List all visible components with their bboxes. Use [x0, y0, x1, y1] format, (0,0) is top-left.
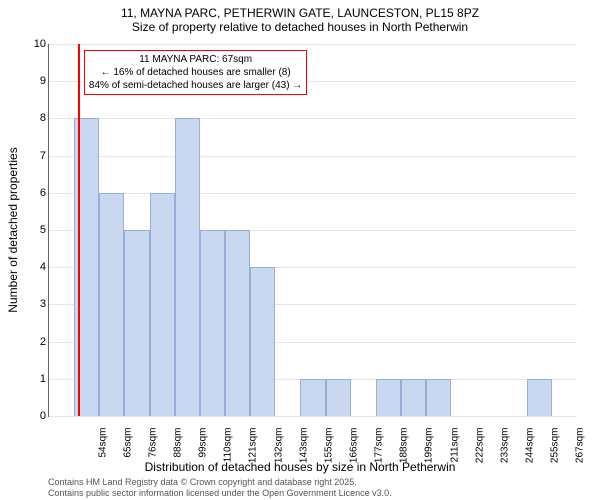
ytick-label: 2 [26, 336, 46, 348]
gridline [49, 44, 577, 45]
ytick-label: 10 [26, 38, 46, 50]
histogram-bar [99, 193, 124, 416]
histogram-bar [175, 118, 200, 416]
ytick-label: 1 [26, 373, 46, 385]
ytick-label: 4 [26, 261, 46, 273]
annotation-line: 11 MAYNA PARC: 67sqm [89, 53, 302, 66]
gridline [49, 416, 577, 417]
gridline [49, 156, 577, 157]
chart-container: 11, MAYNA PARC, PETHERWIN GATE, LAUNCEST… [0, 0, 600, 500]
histogram-bar [376, 379, 401, 416]
histogram-bar [300, 379, 325, 416]
x-axis-label: Distribution of detached houses by size … [0, 460, 600, 474]
annotation-line: 84% of semi-detached houses are larger (… [89, 79, 302, 92]
gridline [49, 193, 577, 194]
histogram-bar [124, 230, 149, 416]
annotation-line: ← 16% of detached houses are smaller (8) [89, 66, 302, 79]
histogram-bar [401, 379, 426, 416]
chart-title-line2: Size of property relative to detached ho… [0, 20, 600, 38]
plot-area: 11 MAYNA PARC: 67sqm← 16% of detached ho… [48, 44, 577, 417]
ytick-label: 3 [26, 298, 46, 310]
ytick-label: 8 [26, 112, 46, 124]
ytick-label: 5 [26, 224, 46, 236]
footer-line2: Contains public sector information licen… [48, 488, 392, 498]
histogram-bar [426, 379, 451, 416]
histogram-bar [150, 193, 175, 416]
annotation-box: 11 MAYNA PARC: 67sqm← 16% of detached ho… [84, 50, 307, 95]
histogram-bar [326, 379, 351, 416]
reference-line [78, 44, 80, 416]
histogram-bar [250, 267, 275, 416]
ytick-label: 7 [26, 150, 46, 162]
ytick-label: 9 [26, 75, 46, 87]
chart-title-line1: 11, MAYNA PARC, PETHERWIN GATE, LAUNCEST… [0, 0, 600, 20]
footer-line1: Contains HM Land Registry data © Crown c… [48, 477, 392, 487]
histogram-bar [527, 379, 552, 416]
y-axis-label: Number of detached properties [6, 147, 20, 312]
ytick-label: 0 [26, 410, 46, 422]
gridline [49, 118, 577, 119]
histogram-bar [200, 230, 225, 416]
ytick-label: 6 [26, 187, 46, 199]
histogram-bar [225, 230, 250, 416]
chart-footer: Contains HM Land Registry data © Crown c… [48, 477, 392, 498]
